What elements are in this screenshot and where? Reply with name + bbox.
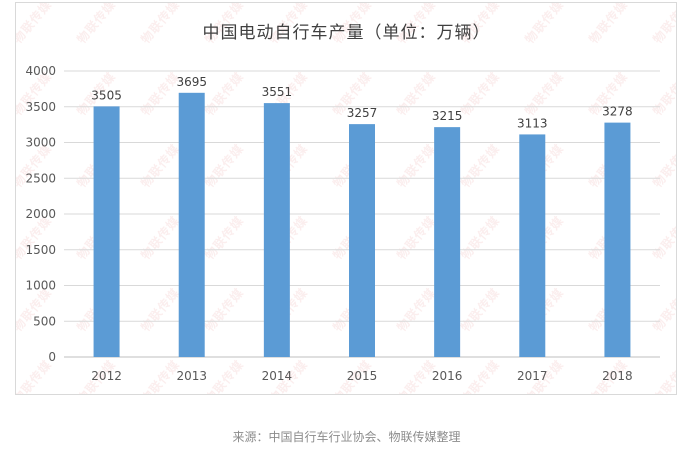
y-tick-label: 1000 [25,279,56,293]
chart-title: 中国电动自行车产量（单位：万辆） [202,23,491,43]
x-tick-label: 2016 [432,369,463,383]
bar [263,103,290,357]
data-label: 3278 [602,105,633,119]
x-tick-label: 2015 [347,369,378,383]
x-tick-label: 2017 [517,369,548,383]
x-tick-label: 2018 [602,369,633,383]
y-tick-label: 2500 [25,171,56,185]
source-note: 来源：中国自行车行业协会、物联传媒整理 [232,430,461,444]
x-tick-label: 2013 [176,369,207,383]
y-tick-label: 2000 [25,207,56,221]
bar [604,122,631,357]
y-tick-label: 3000 [25,136,56,150]
data-label: 3113 [517,116,548,130]
data-label: 3551 [262,85,293,99]
bar [349,124,375,357]
chart-frame: 物联传媒 物联传媒 物联传媒 物联传媒 物联传媒 物联传媒 物联传媒 物联传媒 物联传媒 物联传媒… [15,2,677,395]
x-tick-label: 2014 [262,369,293,383]
y-tick-label: 4000 [25,64,56,78]
x-tick-label: 2012 [91,369,122,383]
bar [519,134,546,357]
data-label: 3505 [91,88,122,102]
bar [434,127,461,357]
y-tick-label: 0 [48,350,56,364]
data-label: 3257 [347,106,378,120]
bar [178,92,205,358]
bar [93,106,120,357]
y-tick-label: 500 [33,314,56,328]
y-tick-label: 1500 [25,243,56,257]
y-tick-label: 3500 [25,100,56,114]
data-label: 3695 [176,75,207,89]
data-label: 3215 [432,109,463,123]
